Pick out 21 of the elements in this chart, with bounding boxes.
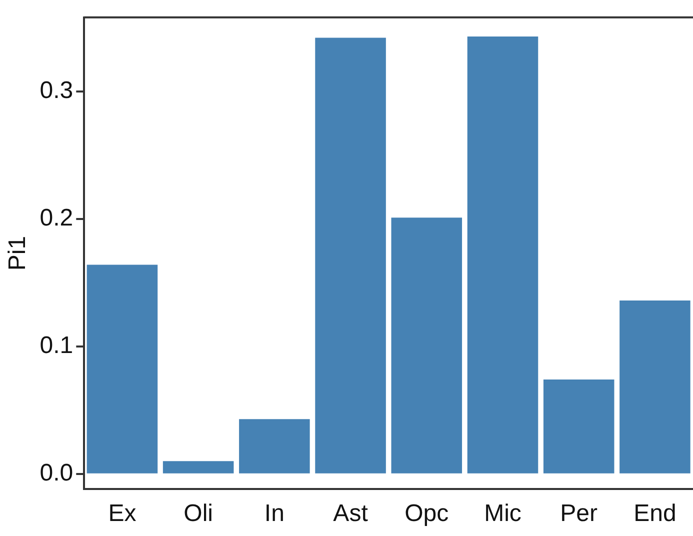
y-tick-label: 0.0 [40,460,74,487]
x-tick-label: Oli [184,500,213,528]
y-tick-label: 0.3 [40,76,74,104]
bar [467,36,538,474]
x-tick-label: Opc [404,500,449,528]
x-tick-label: Ex [108,500,136,528]
bar [315,38,386,474]
y-tick-label: 0.1 [40,332,74,360]
x-tick-label: Mic [484,500,522,528]
bar [162,461,234,474]
bar [86,264,158,474]
x-tick-label: In [264,500,284,528]
x-tick-label: Per [560,500,598,528]
bar [543,380,614,474]
bar [620,300,690,474]
x-tick-label: Ast [333,500,368,528]
x-tick-label: End [634,500,676,528]
y-tick-label: 0.2 [40,204,74,232]
bar [239,419,310,474]
bar [391,218,462,474]
y-axis-title: Pi1 [4,236,32,271]
